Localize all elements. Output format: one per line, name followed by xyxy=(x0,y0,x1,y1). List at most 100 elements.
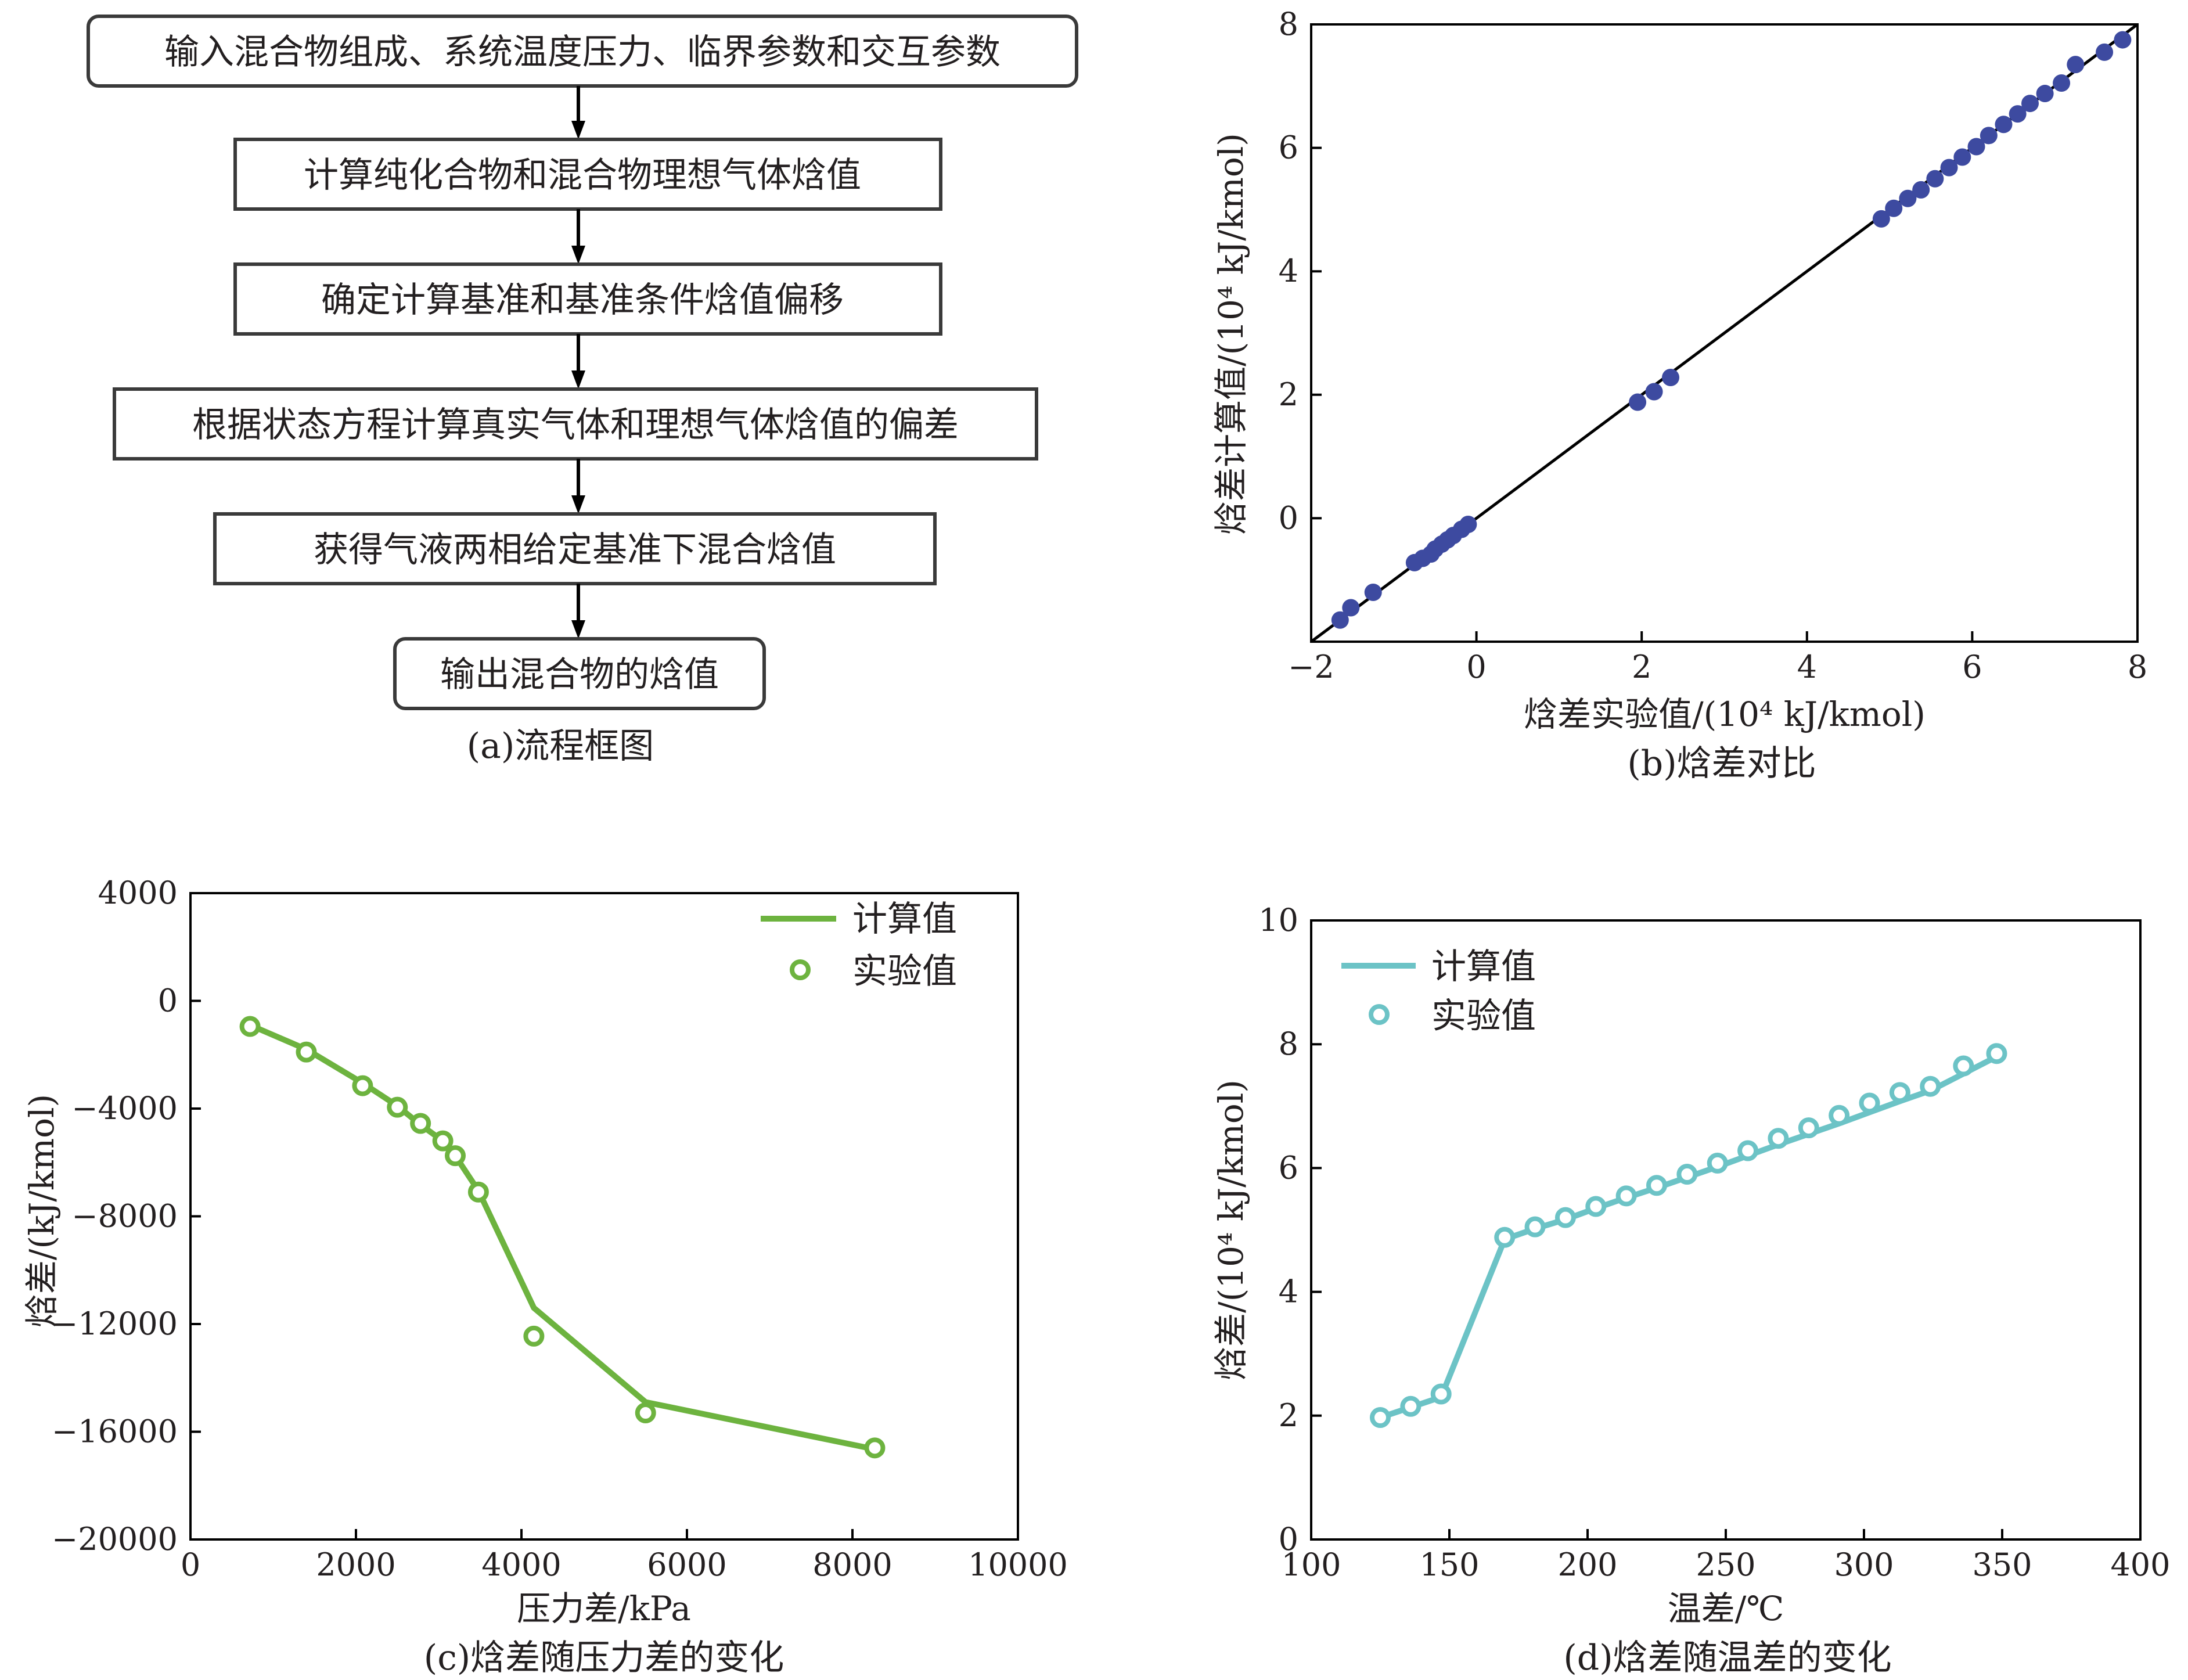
chart-d-tick-labels: 100 150 200 250 300 350 400 0 2 4 6 8 10 xyxy=(1258,902,2170,1583)
chart-c-data-point xyxy=(467,1181,489,1203)
flow-box-ideal-gas-label: 计算纯化合物和混合物理想气体焓值 xyxy=(304,155,861,196)
chart-c-legend-calc: 计算值 xyxy=(852,899,957,940)
caption-b: (b)焓差对比 xyxy=(1627,743,1816,784)
b-ytick-label: 4 xyxy=(1279,253,1298,289)
chart-d-data-point xyxy=(1400,1395,1422,1417)
flow-box-output xyxy=(393,637,766,710)
flow-arrowhead-1 xyxy=(571,121,585,139)
chart-c-exp-points xyxy=(239,1016,886,1459)
flow-box-mixing xyxy=(213,512,937,585)
chart-b-data-point xyxy=(1662,369,1680,387)
chart-d-legend-marker-swatch xyxy=(1369,1004,1390,1025)
chart-b-data-point xyxy=(1953,148,1971,166)
chart-d-data-point xyxy=(1953,1055,1974,1077)
d-ytick-label: 0 xyxy=(1279,1521,1298,1557)
d-xtick-label: 300 xyxy=(1834,1546,1894,1583)
chart-d-data-point xyxy=(1585,1196,1607,1217)
chart-d-data-point xyxy=(1524,1216,1546,1237)
chart-b-data-point xyxy=(2036,85,2054,103)
chart-d-data-point xyxy=(1798,1117,1819,1139)
c-ytick-label: 0 xyxy=(158,983,178,1019)
chart-d-data-point xyxy=(1494,1226,1516,1248)
chart-d-calc-line xyxy=(1379,1054,1998,1420)
flow-box-mixing-label: 获得气液两相给定基准下混合焓值 xyxy=(314,530,836,570)
chart-b-data-point xyxy=(1926,170,1944,188)
chart-b-data-point xyxy=(1995,116,2013,134)
chart-d-legend-calc: 计算值 xyxy=(1431,947,1536,987)
chart-c-data-point xyxy=(410,1113,431,1134)
chart-d-data-point xyxy=(1889,1082,1910,1103)
chart-b-data-point xyxy=(1331,611,1349,629)
chart-b-data-point xyxy=(2096,43,2114,61)
chart-d-data-point xyxy=(1768,1128,1789,1149)
chart-c-data-point xyxy=(352,1075,373,1096)
d-ytick-label: 8 xyxy=(1279,1026,1298,1062)
flow-box-input-label: 输入混合物组成、系统温度压力、临界参数和交互参数 xyxy=(164,32,1001,73)
chart-c-tick-labels: 0 2000 4000 6000 8000 10000 −20000 −16000 −12000… xyxy=(52,875,1068,1583)
d-xtick-label: 100 xyxy=(1281,1546,1341,1583)
chart-b-points xyxy=(1331,31,2132,629)
c-xtick-label: 8000 xyxy=(812,1546,892,1583)
flowchart-panel: 输入混合物组成、系统温度压力、临界参数和交互参数 计算纯化合物和混合物理想气体焓… xyxy=(87,15,1078,767)
flow-box-deviation-label: 根据状态方程计算真实气体和理想气体焓值的偏差 xyxy=(192,405,959,445)
chart-c-data-point xyxy=(239,1016,261,1037)
chart-c-data-point xyxy=(387,1096,408,1118)
d-ytick-label: 4 xyxy=(1279,1274,1298,1310)
chart-d-legend-exp: 实验值 xyxy=(1431,996,1536,1037)
chart-c-ticks xyxy=(189,892,1019,1541)
chart-c-data-point xyxy=(296,1041,317,1063)
c-ytick-label: −4000 xyxy=(71,1090,178,1127)
chart-b-ylabel: 焓差计算值/(10⁴ kJ/kmol) xyxy=(1211,133,1251,535)
chart-c-xlabel: 压力差/kPa xyxy=(517,1589,691,1628)
chart-b-panel: −2 0 2 4 6 8 0 2 4 6 8 焓差实验值/(10⁴ kJ/kmol) 焓差计算值/(… xyxy=(1211,6,2147,784)
flow-box-output-label: 输出混合物的焓值 xyxy=(440,654,719,695)
chart-d-data-point xyxy=(1829,1105,1850,1126)
chart-b-data-point xyxy=(1459,516,1477,534)
b-ytick-label: 8 xyxy=(1279,6,1298,42)
caption-d: (d)焓差随温差的变化 xyxy=(1563,1638,1891,1678)
d-ytick-label: 10 xyxy=(1258,902,1298,938)
chart-d-data-point xyxy=(1646,1175,1667,1196)
chart-d-exp-points xyxy=(1370,1043,2007,1428)
chart-b-data-point xyxy=(1885,199,1903,217)
flow-box-reference-label: 确定计算基准和基准条件焓值偏移 xyxy=(321,280,844,321)
chart-b-data-point xyxy=(1645,383,1663,401)
chart-b-data-point xyxy=(2021,95,2039,113)
c-ytick-label: −12000 xyxy=(52,1305,178,1342)
b-xtick-label: 8 xyxy=(2128,649,2147,685)
d-xtick-label: 200 xyxy=(1557,1546,1617,1583)
b-xtick-label: −2 xyxy=(1288,649,1334,685)
chart-d-data-point xyxy=(1737,1140,1759,1161)
chart-d-ylabel: 焓差/(10⁴ kJ/kmol) xyxy=(1211,1080,1251,1380)
c-xtick-label: 4000 xyxy=(481,1546,561,1583)
flow-box-reference xyxy=(233,262,942,336)
chart-d-data-point xyxy=(1430,1383,1452,1405)
flow-arrowhead-5 xyxy=(571,620,585,639)
chart-d-ticks xyxy=(1310,919,2142,1541)
chart-d-data-point xyxy=(1370,1406,1391,1428)
chart-d-data-point xyxy=(1615,1185,1637,1207)
caption-c: (c)焓差随压力差的变化 xyxy=(424,1638,784,1678)
chart-c-data-point xyxy=(432,1130,454,1152)
d-xtick-label: 250 xyxy=(1696,1546,1755,1583)
chart-b-data-point xyxy=(2009,105,2027,123)
chart-b-data-point xyxy=(1967,138,1985,156)
chart-b-data-point xyxy=(1899,189,1917,207)
d-xtick-label: 400 xyxy=(2110,1546,2170,1583)
chart-b-data-point xyxy=(1940,159,1958,177)
chart-d-data-point xyxy=(1859,1092,1880,1114)
chart-b-data-point xyxy=(1629,393,1647,411)
chart-b-data-point xyxy=(2114,31,2132,49)
chart-c-data-point xyxy=(635,1402,656,1424)
chart-c-legend-marker-swatch xyxy=(790,959,811,980)
b-xtick-label: 4 xyxy=(1797,649,1817,685)
d-ytick-label: 2 xyxy=(1279,1397,1298,1434)
b-ytick-label: 6 xyxy=(1279,129,1298,166)
chart-b-data-point xyxy=(1980,127,1998,145)
flow-box-ideal-gas xyxy=(233,138,942,211)
chart-c-calc-line xyxy=(249,1022,876,1452)
chart-b-data-point xyxy=(2053,74,2071,92)
flow-arrowhead-4 xyxy=(571,495,585,514)
chart-b-data-point xyxy=(2067,56,2085,74)
c-xtick-label: 2000 xyxy=(316,1546,395,1583)
